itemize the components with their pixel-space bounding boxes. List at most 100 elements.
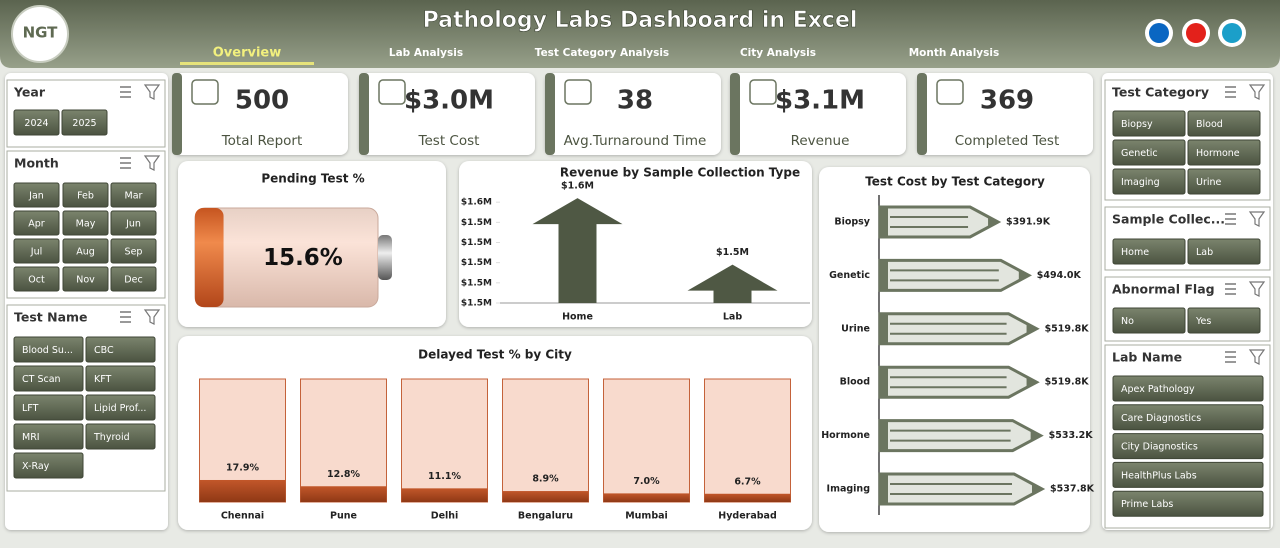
slicer-button[interactable] xyxy=(13,336,84,363)
slicer-button-label[interactable]: Apex Pathology xyxy=(1121,384,1195,395)
slicer-button[interactable] xyxy=(1187,238,1261,265)
value-label: 17.9% xyxy=(226,462,259,473)
slicer-button-label[interactable]: CT Scan xyxy=(22,374,61,385)
slicer-button-label[interactable]: Yes xyxy=(1195,316,1211,327)
nav-tab[interactable]: Overview xyxy=(213,46,282,61)
slicer-button[interactable] xyxy=(13,182,60,208)
clear-filter-icon[interactable] xyxy=(1248,349,1266,365)
slicer-button[interactable] xyxy=(13,423,84,450)
slicer-button-label[interactable]: Sep xyxy=(125,247,143,258)
slicer-button-label[interactable]: Jan xyxy=(28,191,44,202)
slicer-button[interactable] xyxy=(85,394,156,421)
slicer-button[interactable] xyxy=(85,365,156,392)
slicer-button-label[interactable]: MRI xyxy=(22,432,40,443)
slicer-button-label[interactable]: Care Diagnostics xyxy=(1121,413,1201,424)
slicer-button-label[interactable]: Blood Su... xyxy=(22,345,73,356)
slicer-button[interactable] xyxy=(13,109,60,136)
slicer-button-label[interactable]: Jun xyxy=(125,219,141,230)
slicer-button[interactable] xyxy=(85,336,156,363)
slicer-button[interactable] xyxy=(110,182,157,208)
slicer-button[interactable] xyxy=(13,210,60,236)
clear-filter-icon[interactable] xyxy=(143,155,161,171)
slicer-button[interactable] xyxy=(62,238,109,264)
slicer-button[interactable] xyxy=(1112,238,1186,265)
slicer-button-label[interactable]: May xyxy=(76,219,96,230)
slicer-button[interactable] xyxy=(13,452,84,479)
slicer-button-label[interactable]: Apr xyxy=(28,219,45,230)
slicer-button[interactable] xyxy=(13,365,84,392)
slicer-button-label[interactable]: Feb xyxy=(77,191,94,202)
slicer-button[interactable] xyxy=(62,266,109,292)
slicer-button[interactable] xyxy=(61,109,108,136)
slicer-button-label[interactable]: Oct xyxy=(28,275,45,286)
slicer-button-label[interactable]: Imaging xyxy=(1121,177,1160,188)
slicer-button-label[interactable]: Home xyxy=(1121,247,1149,258)
pencil-bar xyxy=(878,472,1046,506)
nav-tab[interactable]: Month Analysis xyxy=(909,47,1000,59)
slicer-button[interactable] xyxy=(110,238,157,264)
nav-tab[interactable]: Lab Analysis xyxy=(389,47,463,59)
slicer-button-label[interactable]: Dec xyxy=(124,275,142,286)
slicer-button[interactable] xyxy=(85,423,156,450)
slicer-button-label[interactable]: LFT xyxy=(22,403,39,414)
slicer-button-label[interactable]: 2025 xyxy=(72,118,96,129)
slicer-button-label[interactable]: HealthPlus Labs xyxy=(1121,470,1197,481)
slicer-button[interactable] xyxy=(1112,404,1264,431)
slicer-button-label[interactable]: Blood xyxy=(1196,119,1223,130)
slicer-button[interactable] xyxy=(1112,168,1186,195)
nav-tab[interactable]: City Analysis xyxy=(740,47,816,59)
slicer-button-label[interactable]: Prime Labs xyxy=(1121,499,1173,510)
slicer-button-label[interactable]: Genetic xyxy=(1121,148,1158,159)
slicer-button-label[interactable]: Biopsy xyxy=(1121,119,1153,130)
nav-tab[interactable]: Test Category Analysis xyxy=(535,47,669,59)
web-icon[interactable] xyxy=(1222,23,1242,43)
pencil-tip xyxy=(1026,323,1037,334)
slicer-button-label[interactable]: City Diagnostics xyxy=(1121,442,1198,453)
slicer-button[interactable] xyxy=(13,394,84,421)
clear-filter-icon[interactable] xyxy=(1248,211,1266,227)
slicer-button-label[interactable]: Lipid Prof... xyxy=(94,403,146,414)
kpi-label: Total Report xyxy=(221,133,303,149)
slicer-button[interactable] xyxy=(1112,461,1264,488)
slicer-button[interactable] xyxy=(62,210,109,236)
slicer-button[interactable] xyxy=(110,210,157,236)
y-tick-label: $1.5M xyxy=(461,238,492,248)
value-label: 7.0% xyxy=(633,476,660,487)
slicer-button-label[interactable]: KFT xyxy=(94,374,112,385)
slicer-button-label[interactable]: Thyroid xyxy=(93,432,130,443)
clear-filter-icon[interactable] xyxy=(1248,281,1266,297)
slicer-button-label[interactable]: CBC xyxy=(94,345,114,356)
slicer-button[interactable] xyxy=(1112,490,1264,517)
slicer-button[interactable] xyxy=(110,266,157,292)
slicer-button-label[interactable]: No xyxy=(1121,316,1134,327)
slicer-button-label[interactable]: Hormone xyxy=(1196,148,1240,159)
slicer-button-label[interactable]: Jul xyxy=(30,247,42,258)
slicer-button[interactable] xyxy=(1187,307,1261,334)
slicer-button-label[interactable]: X-Ray xyxy=(22,461,50,472)
bar-background xyxy=(704,378,791,503)
linkedin-icon[interactable] xyxy=(1149,23,1169,43)
slicer-button[interactable] xyxy=(1187,110,1261,137)
slicer-button[interactable] xyxy=(1187,168,1261,195)
kpi-value: $3.1M xyxy=(775,86,865,116)
slicer-button[interactable] xyxy=(1112,307,1186,334)
slicer-button[interactable] xyxy=(1112,433,1264,460)
clear-filter-icon[interactable] xyxy=(143,309,161,325)
slicer-button-label[interactable]: Urine xyxy=(1196,177,1222,188)
slicer-button-label[interactable]: Mar xyxy=(125,191,143,202)
slicer-button-label[interactable]: 2024 xyxy=(24,118,48,129)
slicer-button[interactable] xyxy=(1112,375,1264,402)
slicer-button-label[interactable]: Nov xyxy=(76,275,95,286)
clear-filter-icon[interactable] xyxy=(143,84,161,100)
slicer-button[interactable] xyxy=(13,266,60,292)
slicer-button[interactable] xyxy=(13,238,60,264)
clear-filter-icon[interactable] xyxy=(1248,84,1266,100)
youtube-icon[interactable] xyxy=(1186,23,1206,43)
slicer-button[interactable] xyxy=(1112,139,1186,166)
slicer-button-label[interactable]: Aug xyxy=(76,247,95,258)
slicer-button-label[interactable]: Lab xyxy=(1196,247,1213,258)
slicer-button[interactable] xyxy=(62,182,109,208)
slicer-button[interactable] xyxy=(1112,110,1186,137)
value-label: 6.7% xyxy=(734,476,761,487)
slicer-button[interactable] xyxy=(1187,139,1261,166)
